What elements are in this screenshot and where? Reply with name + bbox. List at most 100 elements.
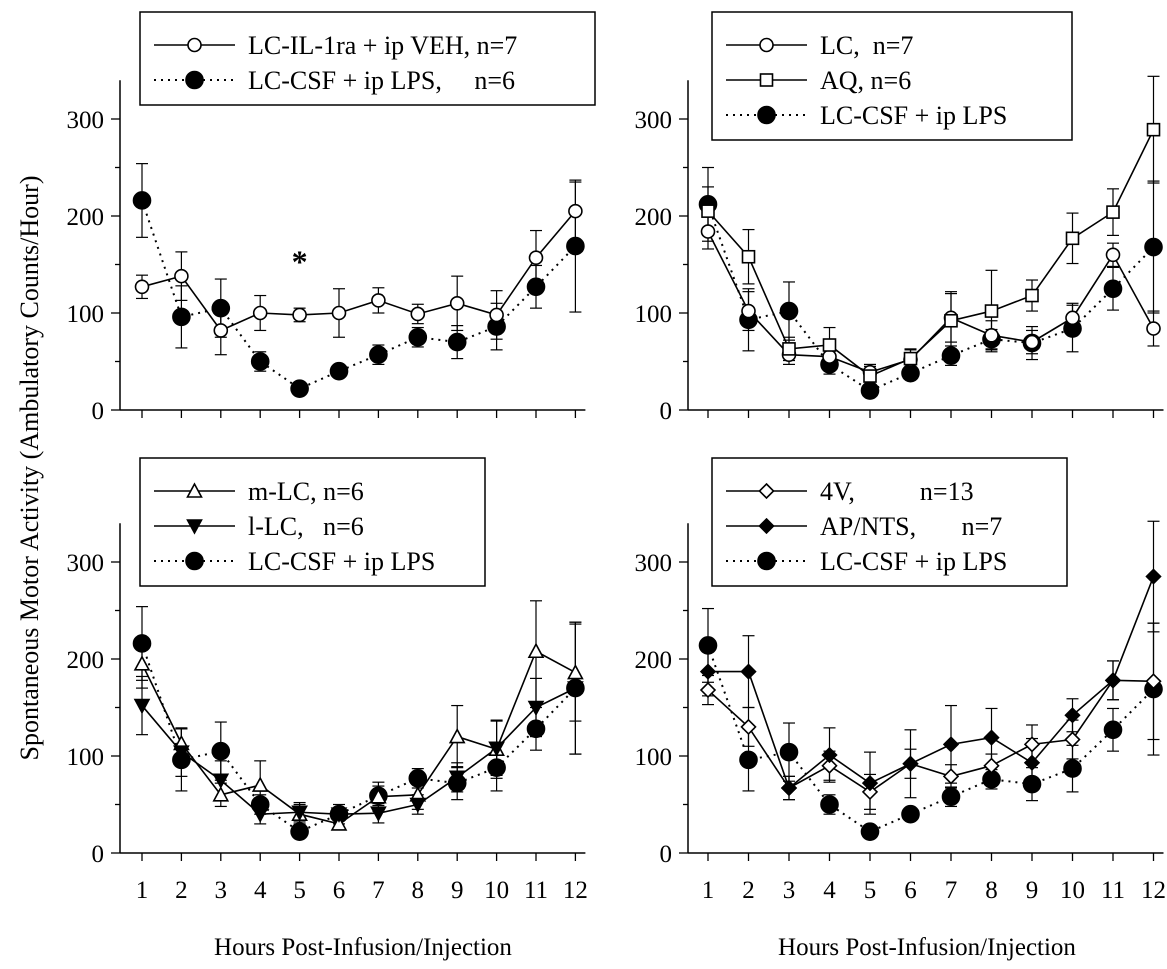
- x-tick-label: 6: [333, 877, 346, 904]
- data-point: [172, 307, 191, 327]
- data-point: [942, 768, 960, 785]
- data-point: [489, 307, 504, 323]
- series-line: [707, 204, 1155, 392]
- data-point: [741, 303, 756, 319]
- data-point: [211, 298, 231, 318]
- data-point: [1144, 237, 1163, 257]
- legend: 4V, n=13 AP/NTS, n=7 LC-CSF + ip LPS: [711, 457, 1068, 587]
- data-point: [250, 352, 270, 371]
- data-point: [1105, 247, 1121, 263]
- legend: LC-IL-1ra + ip VEH, n=7 LC-CSF + ip LPS, …: [139, 11, 596, 106]
- x-tick-label: 1: [702, 877, 715, 904]
- x-tick-label: 12: [563, 877, 588, 904]
- x-tick-label: 11: [524, 877, 548, 904]
- series-2: [136, 621, 582, 825]
- x-axis-label-right: Hours Post-Infusion/Injection: [778, 934, 1076, 961]
- data-point: [371, 293, 386, 308]
- x-tick-label: 10: [484, 877, 509, 904]
- legend-marker: [758, 517, 775, 535]
- y-tick-label: 0: [92, 841, 105, 868]
- y-tick-label: 100: [635, 301, 673, 328]
- legend-marker: [185, 551, 204, 571]
- series-2-markers: [132, 191, 585, 398]
- y-tick-label: 300: [635, 107, 673, 134]
- data-point: [822, 349, 837, 364]
- data-point: [740, 718, 757, 736]
- series-2-markers: [701, 122, 1161, 383]
- data-point: [860, 822, 880, 841]
- x-tick-label: 11: [1101, 877, 1125, 904]
- data-point: [983, 757, 1000, 774]
- data-point: [821, 746, 838, 764]
- data-point: [449, 295, 465, 311]
- data-point: [567, 663, 584, 680]
- data-point: [699, 681, 717, 699]
- data-point: [132, 634, 152, 653]
- data-point: [251, 776, 269, 792]
- legend-marker: [757, 105, 776, 125]
- data-point: [1064, 731, 1081, 748]
- legend-marker: [185, 70, 204, 90]
- data-point: [741, 249, 756, 264]
- x-tick-label: 5: [293, 877, 306, 904]
- data-point: [370, 806, 387, 822]
- x-tick-label: 4: [823, 877, 836, 904]
- series-1: [136, 181, 582, 356]
- series-3: [136, 606, 582, 839]
- data-point: [330, 815, 348, 831]
- data-point: [370, 788, 387, 804]
- data-point: [740, 663, 757, 680]
- data-point: [1022, 774, 1042, 794]
- series-3-markers: [698, 636, 1163, 841]
- y-tick-label: 100: [67, 301, 105, 328]
- series-1: [702, 622, 1160, 810]
- data-point: [861, 783, 879, 801]
- data-point: [566, 236, 585, 256]
- x-tick-label: 8: [985, 877, 998, 904]
- series-3: [702, 607, 1160, 839]
- data-point: [1024, 334, 1040, 350]
- data-point: [1145, 568, 1162, 585]
- series-line: [141, 200, 577, 390]
- data-point: [488, 741, 505, 757]
- data-point: [408, 769, 428, 788]
- data-point: [699, 663, 717, 680]
- x-tick-label: 12: [1141, 877, 1166, 904]
- data-point: [133, 655, 151, 671]
- data-point: [212, 773, 230, 789]
- data-point: [1146, 321, 1161, 336]
- data-point: [700, 224, 716, 239]
- series-1-markers: [134, 203, 583, 338]
- legend-marker: [758, 482, 775, 500]
- data-point: [1103, 279, 1123, 299]
- series-line: [141, 687, 576, 816]
- series-1-markers: [133, 642, 584, 831]
- legend-marker: [759, 73, 774, 87]
- data-point: [528, 250, 544, 266]
- y-tick-label: 0: [92, 398, 105, 425]
- series-line: [141, 650, 576, 825]
- legend-label: LC, n=7: [820, 31, 913, 60]
- data-point: [1025, 288, 1039, 303]
- y-tick-label: 300: [67, 550, 105, 577]
- series-1: [702, 213, 1160, 381]
- legend-label: m-LC, n=6: [248, 477, 364, 506]
- data-point: [941, 346, 961, 365]
- data-point: [901, 804, 920, 824]
- series-line: [707, 679, 1154, 793]
- data-point: [290, 379, 309, 398]
- data-point: [820, 795, 839, 814]
- y-tick-label: 300: [67, 107, 105, 134]
- data-point: [941, 787, 961, 807]
- legend-label: LC-CSF + ip LPS: [820, 547, 1007, 576]
- series-line: [707, 645, 1155, 833]
- series-2-markers: [699, 568, 1162, 797]
- x-tick-label: 1: [136, 877, 149, 904]
- data-point: [173, 745, 190, 761]
- data-point: [902, 755, 919, 772]
- x-tick-label: 6: [904, 877, 917, 904]
- series-line: [708, 576, 1155, 790]
- legend-label: AQ, n=6: [820, 66, 911, 95]
